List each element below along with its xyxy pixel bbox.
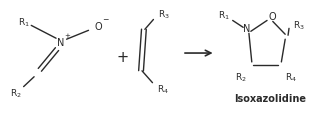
Text: O: O	[94, 22, 102, 32]
Text: R$_3$: R$_3$	[158, 8, 170, 21]
Text: −: −	[103, 15, 109, 24]
Text: R$_1$: R$_1$	[18, 16, 30, 28]
Text: Isoxazolidine: Isoxazolidine	[234, 94, 306, 104]
Text: +: +	[117, 49, 129, 64]
Text: R$_4$: R$_4$	[285, 71, 297, 83]
Text: R$_4$: R$_4$	[157, 83, 169, 95]
Text: R$_1$: R$_1$	[218, 9, 230, 22]
Text: R$_2$: R$_2$	[235, 71, 247, 83]
Text: +: +	[65, 33, 71, 39]
Text: O: O	[268, 12, 275, 22]
Text: N: N	[243, 24, 251, 34]
Text: N: N	[57, 38, 65, 48]
Text: R$_3$: R$_3$	[293, 19, 305, 31]
Text: R$_2$: R$_2$	[10, 87, 22, 99]
